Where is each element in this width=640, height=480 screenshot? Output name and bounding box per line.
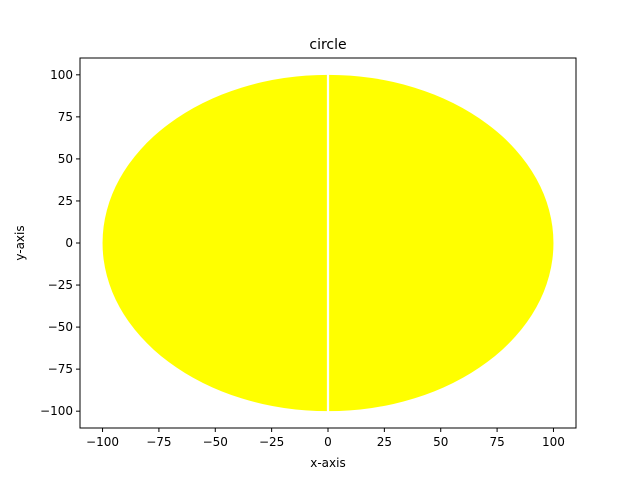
x-tick-label: −50 — [203, 435, 228, 449]
x-tick-label: −25 — [259, 435, 284, 449]
x-tick-label: −100 — [86, 435, 119, 449]
x-tick-label: 75 — [489, 435, 504, 449]
x-tick-label: 25 — [377, 435, 392, 449]
x-tick-label: 100 — [542, 435, 565, 449]
y-tick-label: 50 — [58, 152, 73, 166]
y-axis-label: y-axis — [13, 225, 27, 260]
y-tick-label: 75 — [58, 110, 73, 124]
x-tick-label: 50 — [433, 435, 448, 449]
x-tick-label: −75 — [146, 435, 171, 449]
y-tick-label: 0 — [65, 236, 73, 250]
circle-center-gap — [326, 73, 330, 413]
plot-area — [102, 73, 554, 413]
y-tick-label: 100 — [50, 68, 73, 82]
y-tick-label: −50 — [48, 320, 73, 334]
y-tick-label: −25 — [48, 278, 73, 292]
x-axis-ticks: −100 −75 −50 −25 0 25 50 75 100 — [86, 428, 565, 449]
x-axis-label: x-axis — [310, 456, 345, 470]
x-tick-label: 0 — [324, 435, 332, 449]
y-axis-ticks: −100 −75 −50 −25 0 25 50 75 100 — [40, 68, 80, 418]
y-tick-label: −75 — [48, 362, 73, 376]
axes-frame — [79, 57, 577, 429]
chart-title: circle — [309, 37, 346, 53]
y-tick-label: 25 — [58, 194, 73, 208]
y-tick-label: −100 — [40, 404, 73, 418]
